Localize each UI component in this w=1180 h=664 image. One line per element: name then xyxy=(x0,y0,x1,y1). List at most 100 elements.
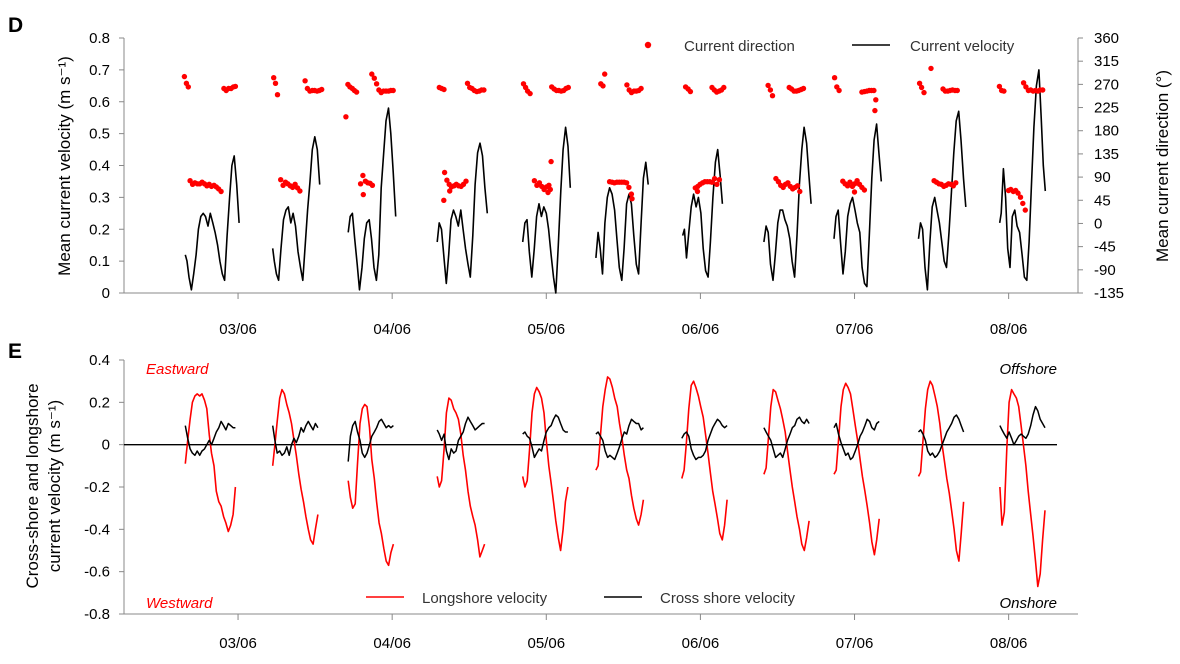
y-tick-label: 0 xyxy=(102,437,110,454)
legend-velocity-label: Current velocity xyxy=(910,38,1015,55)
direction-point xyxy=(629,196,635,202)
legend-cross-shore-label: Cross shore velocity xyxy=(660,590,796,607)
direction-point xyxy=(873,97,879,103)
direction-point xyxy=(1015,190,1021,196)
direction-point xyxy=(1040,87,1046,93)
y-tick-label: 0.2 xyxy=(89,221,110,238)
y2-tick-label: 270 xyxy=(1094,76,1119,93)
direction-point xyxy=(928,65,934,72)
direction-point xyxy=(373,81,380,87)
longshore-line-segment xyxy=(347,403,395,567)
longshore-line-segment xyxy=(833,382,880,556)
y2-tick-label: 45 xyxy=(1094,192,1111,209)
panel-e-y-axis-label-line2: current velocity (m s⁻¹) xyxy=(45,400,64,572)
y2-tick-label: 135 xyxy=(1094,146,1119,163)
direction-point xyxy=(464,80,471,87)
y2-tick-label: 180 xyxy=(1094,123,1119,140)
direction-point xyxy=(623,180,630,186)
x-tick-label: 04/06 xyxy=(373,635,411,652)
annotation-offshore: Offshore xyxy=(999,361,1057,378)
direction-point xyxy=(343,114,349,120)
direction-point xyxy=(319,86,325,93)
x-tick-label: 07/06 xyxy=(836,635,874,652)
direction-point xyxy=(800,85,807,92)
direction-point xyxy=(447,188,453,194)
direction-point xyxy=(353,89,360,95)
direction-point xyxy=(626,184,632,191)
direction-point xyxy=(302,78,308,84)
panel-d-direction-series xyxy=(181,65,1046,213)
direction-point xyxy=(444,177,450,183)
direction-point xyxy=(463,178,469,184)
y-tick-label: 0.2 xyxy=(89,394,110,411)
direction-point xyxy=(1022,207,1028,213)
longshore-line-segment xyxy=(521,386,569,552)
y2-tick-label: -135 xyxy=(1094,285,1124,302)
velocity-line-segment xyxy=(833,123,883,288)
direction-point xyxy=(767,87,774,93)
x-tick-label: 03/06 xyxy=(219,635,257,652)
annotation-eastward: Eastward xyxy=(146,361,209,378)
longshore-line-segment xyxy=(184,393,237,533)
direction-point xyxy=(531,178,538,184)
panel-e-y-axis-label-line1: Cross-shore and longshore xyxy=(23,383,42,588)
direction-point xyxy=(181,73,188,80)
direction-point xyxy=(831,75,838,81)
velocity-line-segment xyxy=(271,136,321,282)
direction-point xyxy=(369,182,376,188)
direction-point xyxy=(954,87,960,94)
direction-point xyxy=(527,90,533,97)
velocity-line-segment xyxy=(681,148,724,278)
panel-e-cross-shore-series xyxy=(184,405,1046,462)
direction-point xyxy=(714,181,720,187)
direction-point xyxy=(694,188,701,195)
x-tick-label: 08/06 xyxy=(990,321,1028,338)
longshore-line-segment xyxy=(763,388,810,552)
x-tick-label: 07/06 xyxy=(836,321,874,338)
cross-shore-line-segment xyxy=(271,420,319,457)
direction-point xyxy=(271,75,277,81)
direction-point xyxy=(1001,88,1007,94)
legend-direction-marker xyxy=(644,41,652,49)
y2-tick-label: 0 xyxy=(1094,215,1102,232)
x-tick-label: 05/06 xyxy=(528,635,566,652)
y-tick-label: 0.1 xyxy=(89,253,110,270)
y-tick-label: 0.7 xyxy=(89,62,110,79)
velocity-line-segment xyxy=(436,142,489,285)
x-tick-label: 06/06 xyxy=(682,635,720,652)
direction-point xyxy=(278,177,284,183)
y2-tick-label: -45 xyxy=(1094,239,1116,256)
direction-point xyxy=(360,191,366,198)
y2-tick-label: 225 xyxy=(1094,100,1119,117)
legend-longshore-label: Longshore velocity xyxy=(422,590,548,607)
longshore-line-segment xyxy=(917,380,965,562)
y-tick-label: -0.6 xyxy=(84,564,110,581)
direction-point xyxy=(1020,80,1027,86)
x-tick-label: 03/06 xyxy=(219,321,257,338)
panel-e: E 03/06 04/06 05/06 06/06 07/06 08/06 -0.8 -0.6… xyxy=(8,340,1078,652)
velocity-line-segment xyxy=(595,161,649,282)
direction-point xyxy=(628,191,635,197)
y2-tick-label: 360 xyxy=(1094,30,1119,47)
longshore-line-segment xyxy=(999,388,1046,588)
direction-point xyxy=(797,188,803,195)
direction-point xyxy=(872,107,878,114)
legend-direction-label: Current direction xyxy=(684,38,795,55)
y-tick-label: 0.4 xyxy=(89,158,110,175)
x-tick-label: 04/06 xyxy=(373,321,411,338)
direction-point xyxy=(711,175,718,182)
cross-shore-line-segment xyxy=(595,418,644,461)
direction-point xyxy=(441,86,447,93)
panel-d: D 03/06 04/06 05/06 06/06 07/06 08/0600.10.20… xyxy=(8,14,1172,338)
direction-point xyxy=(369,71,375,77)
y-tick-label: -0.4 xyxy=(84,521,110,538)
direction-point xyxy=(297,188,303,194)
y-tick-label: 0.6 xyxy=(89,94,110,111)
direction-point xyxy=(769,93,776,99)
direction-point xyxy=(847,179,853,185)
y-tick-label: -0.8 xyxy=(84,606,110,623)
direction-point xyxy=(565,84,571,91)
direction-point xyxy=(624,82,630,88)
velocity-line-segment xyxy=(521,126,572,294)
